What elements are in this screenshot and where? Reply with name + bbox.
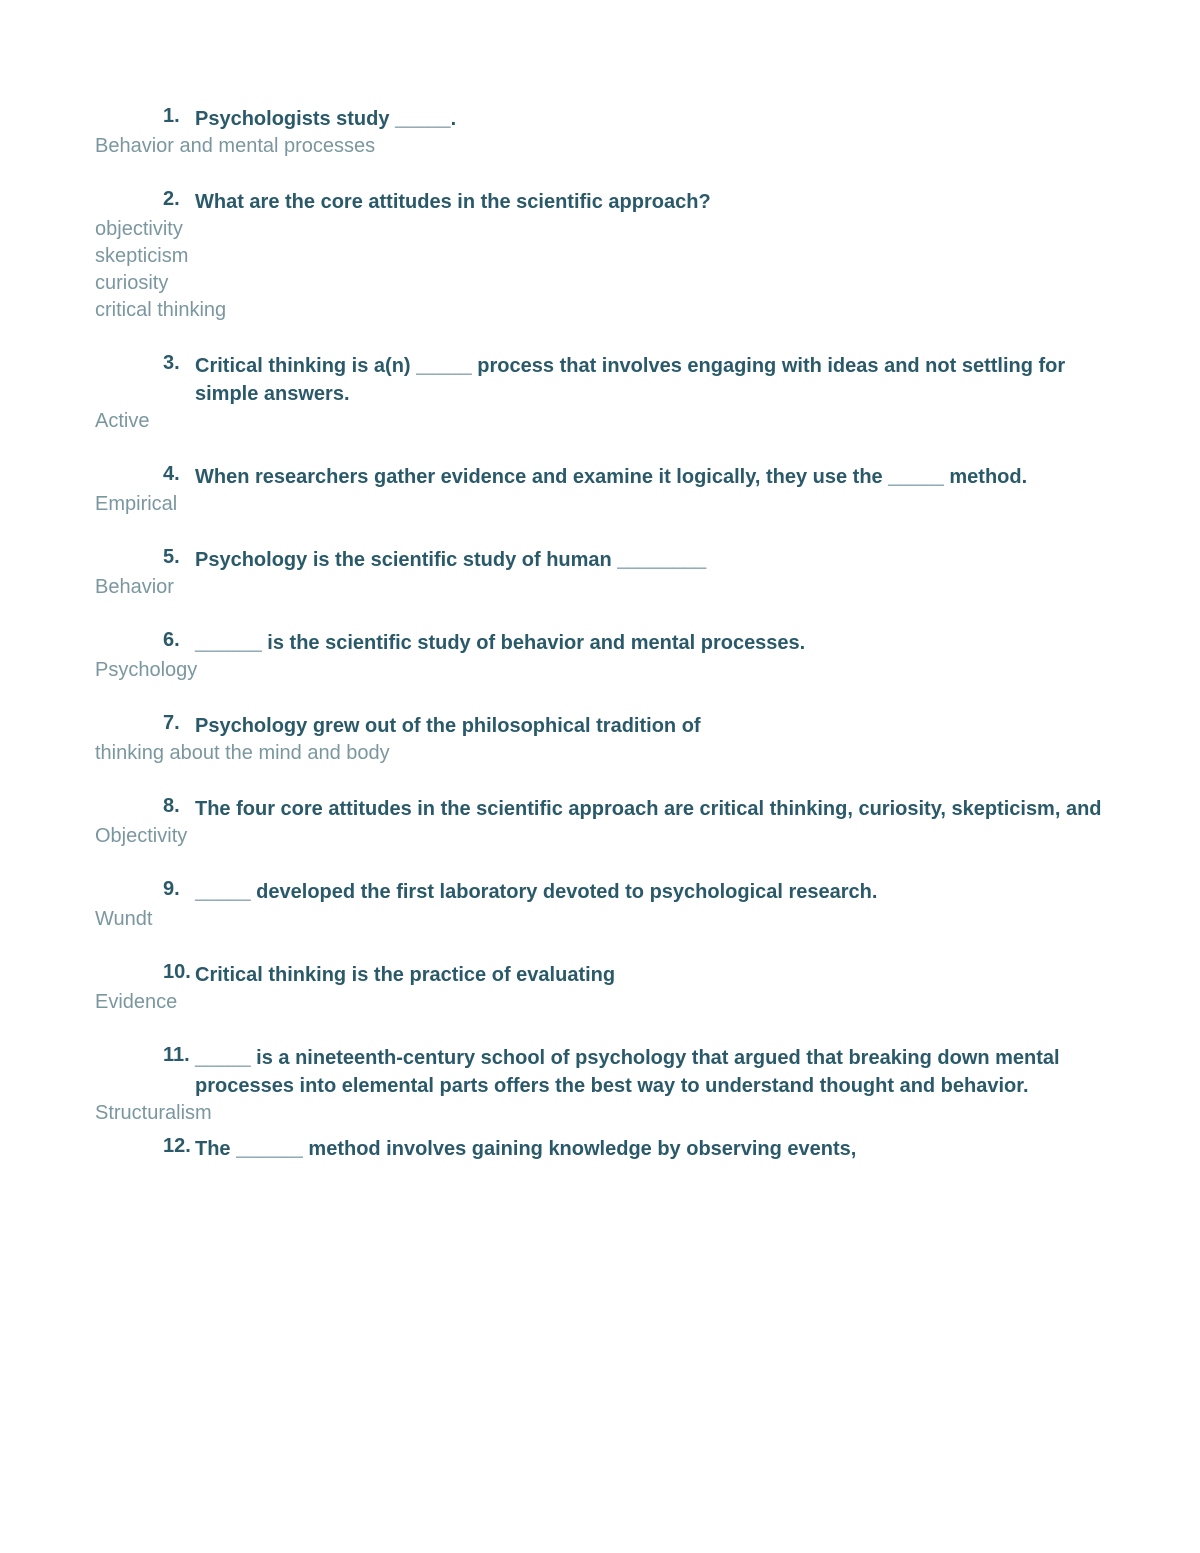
question-text: When researchers gather evidence and exa… <box>195 463 1027 491</box>
question-number: 3. <box>163 352 195 375</box>
answer-line: Empirical <box>95 491 1105 518</box>
question-number: 5. <box>163 546 195 569</box>
question-number: 11. <box>163 1044 195 1067</box>
qa-item: 8. The four core attitudes in the scient… <box>95 795 1105 850</box>
answer: Behavior <box>95 574 1105 601</box>
question-number: 10. <box>163 961 195 984</box>
question-row: 1. Psychologists study _____. <box>95 105 1105 133</box>
answer: Active <box>95 408 1105 435</box>
answer-line: thinking about the mind and body <box>95 740 1105 767</box>
question-row: 6. ______ is the scientific study of beh… <box>95 629 1105 657</box>
question-row: 2. What are the core attitudes in the sc… <box>95 188 1105 216</box>
answer: Psychology <box>95 657 1105 684</box>
question-text: Critical thinking is the practice of eva… <box>195 961 615 989</box>
question-row: 5. Psychology is the scientific study of… <box>95 546 1105 574</box>
answer: Evidence <box>95 989 1105 1016</box>
answer-line: Objectivity <box>95 823 1105 850</box>
qa-item: 7. Psychology grew out of the philosophi… <box>95 712 1105 767</box>
qa-item: 6. ______ is the scientific study of beh… <box>95 629 1105 684</box>
qa-item: 5. Psychology is the scientific study of… <box>95 546 1105 601</box>
answer-line: Evidence <box>95 989 1105 1016</box>
answer: Empirical <box>95 491 1105 518</box>
qa-item: 12. The ______ method involves gaining k… <box>95 1135 1105 1163</box>
answer: objectivity skepticism curiosity critica… <box>95 216 1105 324</box>
qa-item: 10. Critical thinking is the practice of… <box>95 961 1105 1016</box>
answer-line: curiosity <box>95 270 1105 297</box>
qa-item: 4. When researchers gather evidence and … <box>95 463 1105 518</box>
answer: Wundt <box>95 906 1105 933</box>
question-text: ______ is the scientific study of behavi… <box>195 629 805 657</box>
answer: Objectivity <box>95 823 1105 850</box>
question-row: 4. When researchers gather evidence and … <box>95 463 1105 491</box>
question-text: What are the core attitudes in the scien… <box>195 188 711 216</box>
answer: Structuralism <box>95 1100 1105 1127</box>
answer-line: Psychology <box>95 657 1105 684</box>
question-row: 8. The four core attitudes in the scient… <box>95 795 1105 823</box>
qa-item: 1. Psychologists study _____. Behavior a… <box>95 105 1105 160</box>
question-number: 2. <box>163 188 195 211</box>
question-text: Psychology is the scientific study of hu… <box>195 546 706 574</box>
answer-line: Active <box>95 408 1105 435</box>
question-number: 6. <box>163 629 195 652</box>
question-number: 9. <box>163 878 195 901</box>
qa-item: 9. _____ developed the first laboratory … <box>95 878 1105 933</box>
question-text: The ______ method involves gaining knowl… <box>195 1135 856 1163</box>
question-number: 7. <box>163 712 195 735</box>
answer-line: critical thinking <box>95 297 1105 324</box>
question-text: Psychology grew out of the philosophical… <box>195 712 701 740</box>
document-content: 1. Psychologists study _____. Behavior a… <box>95 105 1105 1163</box>
answer-line: objectivity <box>95 216 1105 243</box>
question-row: 9. _____ developed the first laboratory … <box>95 878 1105 906</box>
qa-item: 2. What are the core attitudes in the sc… <box>95 188 1105 324</box>
question-number: 12. <box>163 1135 195 1158</box>
question-text: Critical thinking is a(n) _____ process … <box>195 352 1105 408</box>
answer-line: Structuralism <box>95 1100 1105 1127</box>
question-text: Psychologists study _____. <box>195 105 456 133</box>
question-row: 10. Critical thinking is the practice of… <box>95 961 1105 989</box>
answer-line: Wundt <box>95 906 1105 933</box>
qa-item: 3. Critical thinking is a(n) _____ proce… <box>95 352 1105 435</box>
question-text: _____ is a nineteenth-century school of … <box>195 1044 1105 1100</box>
qa-item: 11. _____ is a nineteenth-century school… <box>95 1044 1105 1127</box>
question-row: 3. Critical thinking is a(n) _____ proce… <box>95 352 1105 408</box>
question-text: _____ developed the first laboratory dev… <box>195 878 877 906</box>
question-text: The four core attitudes in the scientifi… <box>195 795 1102 823</box>
answer: thinking about the mind and body <box>95 740 1105 767</box>
answer-line: skepticism <box>95 243 1105 270</box>
question-row: 11. _____ is a nineteenth-century school… <box>95 1044 1105 1100</box>
question-number: 8. <box>163 795 195 818</box>
answer-line: Behavior and mental processes <box>95 133 1105 160</box>
question-row: 12. The ______ method involves gaining k… <box>95 1135 1105 1163</box>
question-row: 7. Psychology grew out of the philosophi… <box>95 712 1105 740</box>
answer-line: Behavior <box>95 574 1105 601</box>
question-number: 1. <box>163 105 195 128</box>
question-number: 4. <box>163 463 195 486</box>
answer: Behavior and mental processes <box>95 133 1105 160</box>
